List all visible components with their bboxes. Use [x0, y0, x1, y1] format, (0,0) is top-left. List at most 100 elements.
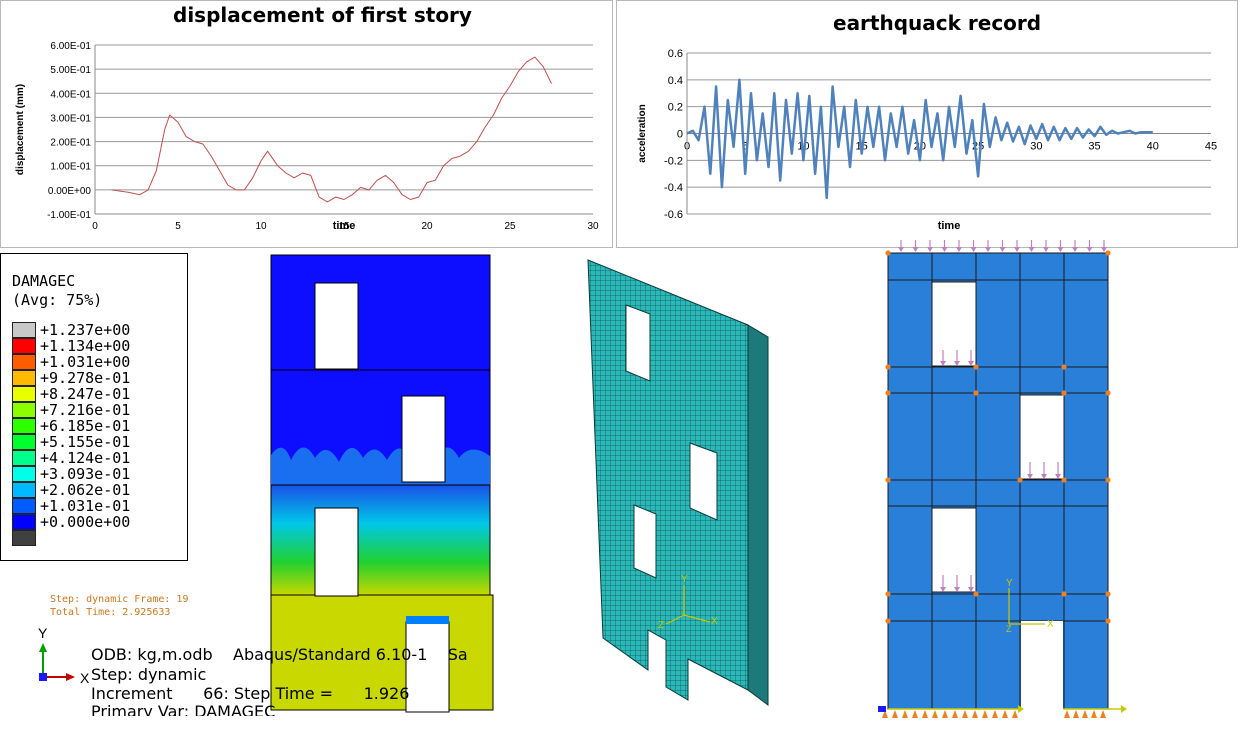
x-axis-label: time: [938, 220, 961, 232]
legend-value: +1.237e+00: [40, 321, 131, 339]
y-tick-label: 6.00E-01: [50, 41, 91, 52]
support-marker: [992, 710, 998, 718]
load-arrow-head: [912, 247, 919, 252]
load-arrow-head: [1043, 247, 1049, 252]
series-line: [111, 56, 552, 203]
displacement-chart: 6.00E-01 5.00E-01 4.00E-01 3.00E-01 2.00E-01…: [15, 41, 599, 232]
node-marker: [1061, 477, 1067, 483]
legend-entry: +3.093e-01: [12, 465, 130, 483]
legend-swatch: [12, 450, 36, 466]
legend-swatch: [12, 482, 36, 498]
x-tick-label: 45: [1205, 141, 1217, 153]
mesh-3d-view: Y X Z: [587, 259, 769, 706]
support-marker: [1091, 710, 1097, 718]
legend-value: +9.278e-01: [40, 369, 131, 387]
bc-door: [1021, 621, 1063, 711]
support-marker: [1073, 710, 1079, 718]
load-arrow-head: [1086, 247, 1093, 252]
y-axis-label: acceleration: [637, 104, 648, 162]
y-tick-label: 0: [677, 129, 683, 141]
support-marker: [952, 710, 958, 718]
legend-entry: +5.155e-01: [12, 433, 131, 451]
support-marker: [1100, 710, 1106, 718]
contour-window-2: [401, 395, 446, 483]
legend-value: +1.031e-01: [40, 497, 131, 515]
mesh-triad-y: Y: [681, 574, 688, 585]
node-marker: [885, 477, 891, 483]
support-marker: [932, 710, 938, 718]
bc-triad-y: Y: [1006, 578, 1013, 589]
support-marker: [882, 710, 888, 718]
bc-window-3: [931, 507, 977, 593]
boundary-condition-view: Y X Z: [878, 240, 1127, 718]
load-arrow-head: [927, 247, 933, 252]
node-marker: [1061, 591, 1067, 597]
legend-entry: +4.124e-01: [12, 449, 131, 467]
node-marker: [1105, 477, 1111, 483]
support-marker: [972, 710, 978, 718]
support-marker: [912, 710, 918, 718]
contour-story-1: [270, 594, 494, 711]
node-marker: [1105, 250, 1111, 256]
load-arrow-head: [954, 587, 960, 592]
load-arrow-head: [898, 247, 904, 252]
legend-entry: +9.278e-01: [12, 369, 131, 387]
node-marker: [1105, 591, 1111, 597]
legend-swatch: [12, 434, 36, 450]
bc-triad-z: Z: [1006, 624, 1012, 634]
legend-entry: +0.000e+00: [12, 513, 131, 531]
mesh-wall-face: [587, 259, 749, 701]
load-arrow-head: [956, 247, 962, 252]
node-marker: [973, 364, 979, 370]
contour-window-1: [314, 282, 359, 370]
node-marker: [885, 250, 891, 256]
legend-swatch: [12, 514, 36, 530]
support-marker: [1002, 710, 1008, 718]
node-marker: [1017, 477, 1023, 483]
legend-entry: +1.031e+00: [12, 353, 130, 371]
node-marker: [1105, 390, 1111, 396]
contour-window-3: [314, 507, 359, 597]
y-tick-label: 0.2: [668, 102, 683, 114]
legend-value: +5.155e-01: [40, 433, 131, 451]
load-arrow-head: [968, 587, 974, 592]
load-arrow-head: [941, 247, 948, 252]
bc-supports: [878, 705, 1127, 718]
load-arrow-head: [1014, 247, 1020, 252]
load-arrow-head: [940, 361, 946, 366]
damage-legend: DAMAGEC (Avg: 75%) +1.237e+00 +1.134e+00 +…: [0, 253, 188, 561]
odb-info-line: ODB: kg,m.odb Abaqus/Standard 6.10-1 Sa: [91, 645, 468, 664]
legend-value: +4.124e-01: [40, 449, 131, 467]
support-marker: [1082, 710, 1088, 718]
x-tick-label: 30: [1030, 141, 1042, 153]
legend-value: +6.185e-01: [40, 417, 131, 435]
legend-value: +8.247e-01: [40, 385, 131, 403]
view-axis-triad: Y X: [38, 625, 90, 685]
mesh-triad-z: Z: [658, 620, 664, 631]
x-tick-label: 10: [255, 221, 267, 232]
legend-swatch: [12, 386, 36, 402]
frame-info-step: Step: dynamic Frame: 19: [50, 594, 189, 605]
x-axis-label: time: [333, 220, 356, 232]
node-marker: [1061, 390, 1067, 396]
x-tick-label: 25: [504, 221, 516, 232]
contour-story-4: [270, 254, 491, 371]
x-tick-label: 15: [338, 221, 350, 232]
support-marker: [942, 710, 948, 718]
load-arrow-head: [1101, 247, 1107, 252]
y-tick-label: 0.6: [668, 48, 683, 60]
load-arrow-head: [1057, 247, 1064, 252]
legend-value: +0.000e+00: [40, 513, 131, 531]
legend-entry: +1.134e+00: [12, 337, 130, 355]
load-arrow-head: [1072, 247, 1078, 252]
x-tick-label: 20: [421, 221, 433, 232]
legend-title: DAMAGEC: [12, 272, 76, 290]
support-fixed-marker: [878, 706, 886, 712]
mesh-side-face: [747, 324, 769, 706]
bc-panel-grid: [888, 253, 1108, 709]
mesh-triad-x: X: [711, 616, 718, 627]
damage-contour-plot: [270, 254, 494, 713]
triad-y-label: Y: [38, 625, 48, 641]
load-arrow-head: [1027, 474, 1033, 479]
load-arrow-head: [1028, 247, 1035, 252]
